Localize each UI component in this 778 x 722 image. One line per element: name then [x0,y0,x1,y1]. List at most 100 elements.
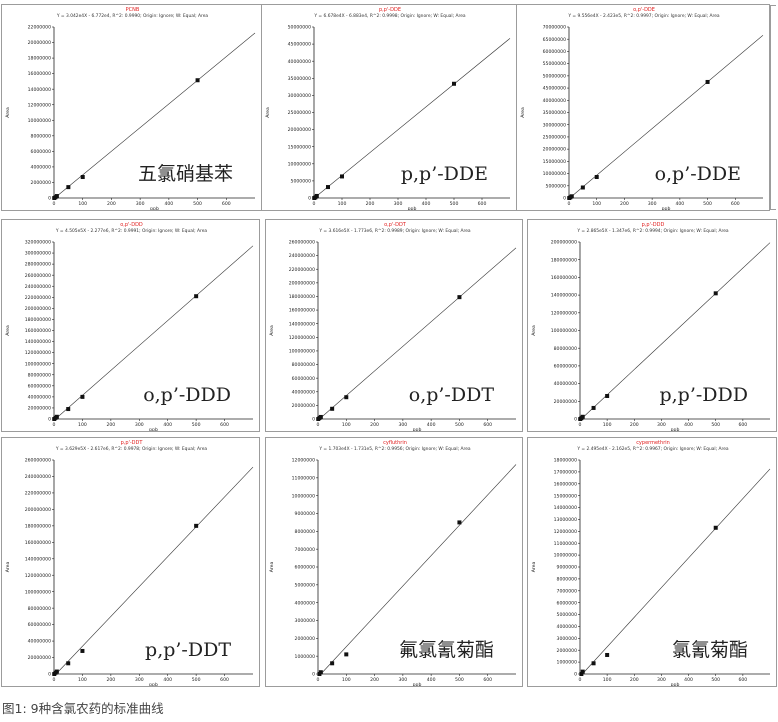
calibration-panel: o,p'-DDE Y = 9.556e4X - 2.423e5, R^2: 0.9… [516,4,770,211]
y-tick-label: 20000000 [28,655,51,661]
y-tick-label: 15000000 [288,144,311,150]
y-tick-label: 30000000 [543,122,566,128]
compound-name-label: o,p’-DDE [655,163,741,185]
y-tick-label: 180000000 [289,294,315,300]
y-tick-label: 60000000 [292,376,315,382]
data-point [605,393,610,398]
data-point [452,81,456,86]
compound-name-label: 五氯硝基苯 [138,163,233,185]
y-tick-label: 40000000 [554,381,577,387]
y-tick-label: 4000000 [557,624,578,630]
x-tick-label: 300 [657,422,666,428]
y-tick-label: 60000000 [554,364,577,370]
data-point [314,193,319,198]
y-tick-label: 10000000 [554,553,577,559]
y-tick-label: 140000000 [289,321,315,327]
x-tick-label: 100 [342,422,351,428]
y-tick-label: 160000000 [289,308,315,314]
x-tick-label: 0 [317,422,320,428]
fit-equation: Y = 3.616e5X - 1.773e6, R^2: 0.9989; Ori… [318,228,471,234]
x-tick-label: 100 [338,201,347,207]
x-tick-label: 300 [135,677,144,683]
x-tick-label: 400 [684,677,693,683]
x-tick-label: 500 [455,677,464,683]
y-tick-label: 10000000 [28,118,51,124]
y-tick-label: 0 [308,196,311,202]
y-tick-label: 80000000 [292,362,315,368]
x-tick-label: 600 [483,422,492,428]
x-tick-label: 100 [603,677,612,683]
x-tick-label: 200 [620,201,629,207]
y-tick-label: 12000000 [292,458,315,464]
x-axis-label: ppb [413,427,422,432]
y-tick-label: 240000000 [289,253,315,259]
chart-title: o,p'-DDE [633,7,655,13]
fit-line [320,464,517,675]
y-tick-label: 45000000 [543,86,566,92]
compound-name-label: 氟氯氰菊酯 [399,639,494,661]
data-point [195,78,200,83]
y-tick-label: 9000000 [557,565,578,571]
compound-name-label: p,p’-DDE [401,163,488,185]
y-tick-label: 2000000 [31,180,52,186]
data-point [66,185,71,190]
y-tick-label: 220000000 [25,491,51,497]
calibration-panel: cyfluthrin Y = 1.703e4X - 1.731e5, R^2: 0… [265,437,523,687]
data-point [344,652,349,657]
x-tick-label: 600 [738,422,747,428]
y-tick-label: 1000000 [295,654,316,660]
x-tick-label: 500 [703,201,712,207]
y-tick-label: 100000000 [25,361,51,367]
data-point [326,185,330,190]
x-tick-label: 100 [78,201,87,207]
x-axis-label: ppb [662,206,671,211]
y-tick-label: 200000000 [25,507,51,513]
data-point [344,395,349,400]
x-tick-label: 400 [427,422,436,428]
x-tick-label: 200 [366,201,375,207]
compound-name-label: 氯氰菊酯 [672,639,748,661]
y-tick-label: 10000000 [288,161,311,167]
x-tick-label: 400 [163,677,172,683]
x-tick-label: 100 [592,201,601,207]
y-tick-label: 5000000 [295,582,316,588]
x-tick-label: 500 [192,677,201,683]
fit-line [314,38,511,199]
x-tick-label: 300 [398,677,407,683]
data-point [66,407,71,412]
calibration-panel: cypermethrin Y = 2.495e4X - 2.162e5, R^2:… [527,437,777,687]
fit-equation: Y = 9.556e4X - 2.423e5, R^2: 0.9997; Ori… [567,13,720,19]
x-tick-label: 100 [78,677,87,683]
fit-line [582,468,771,675]
fit-equation: Y = 3.042e4X - 6.772e4, R^2: 0.9990; Ori… [56,13,209,19]
x-tick-label: 500 [193,201,202,207]
y-axis-label: Area [5,562,11,573]
y-tick-label: 200000000 [289,280,315,286]
data-point [580,185,585,190]
y-tick-label: 2000000 [295,636,316,642]
calibration-panel: o,p'-DDD Y = 4.505e5X - 2.277e6, R^2: 0.9… [1,219,260,432]
y-tick-label: 280000000 [25,262,51,268]
y-axis-label: Area [5,325,11,336]
y-tick-label: 240000000 [25,284,51,290]
x-tick-label: 600 [220,677,229,683]
x-tick-label: 0 [579,422,582,428]
y-tick-label: 120000000 [25,350,51,356]
y-tick-label: 12000000 [554,529,577,535]
chart-title: o,p'-DDT [384,222,407,228]
y-tick-label: 8000000 [557,576,578,582]
x-tick-label: 200 [107,201,116,207]
x-tick-label: 0 [53,201,56,207]
x-tick-label: 0 [568,201,571,207]
y-tick-label: 1000000 [557,660,578,666]
x-tick-label: 500 [711,677,720,683]
data-point [66,661,71,666]
y-tick-label: 0 [563,196,566,202]
y-tick-label: 2000000 [557,648,578,654]
fit-equation: Y = 2.865e5X - 1.347e6, R^2: 0.9994; Ori… [576,228,729,234]
